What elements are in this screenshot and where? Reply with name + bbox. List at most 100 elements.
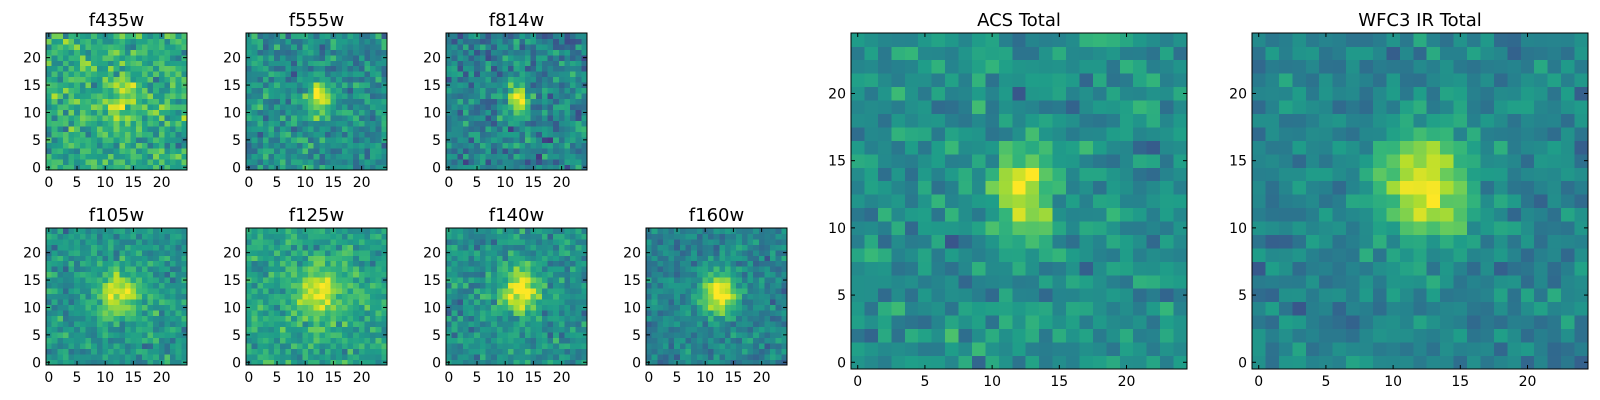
heatmap-cell [181, 104, 188, 111]
heatmap-cell [719, 271, 726, 278]
heatmap-cell [246, 115, 252, 122]
heatmap-cell [62, 148, 69, 154]
heatmap-cell [62, 109, 69, 116]
heatmap-cell [147, 244, 154, 251]
heatmap-cell [68, 260, 75, 267]
heatmap-cell [547, 244, 554, 251]
heatmap-cell [536, 315, 543, 322]
heatmap-cell [1025, 355, 1040, 370]
heatmap-cell [136, 228, 143, 234]
heatmap-cell [130, 60, 137, 67]
heatmap-cell [1092, 234, 1107, 249]
heatmap-cell [119, 98, 126, 105]
heatmap-cell [102, 233, 109, 240]
heatmap-cell [330, 337, 337, 344]
heatmap-cell [530, 126, 537, 132]
heatmap-cell [153, 104, 160, 111]
heatmap-cell [353, 266, 360, 273]
heatmap-cell [524, 321, 531, 327]
heatmap-cell [91, 126, 98, 132]
heatmap-cell [51, 321, 58, 327]
heatmap-cell [474, 38, 481, 45]
heatmap-cell [381, 321, 388, 327]
heatmap-cell [375, 65, 382, 72]
heatmap-cell [877, 221, 892, 235]
heatmap-cell [246, 120, 252, 127]
heatmap-cell [341, 148, 348, 154]
heatmap-cell [336, 244, 343, 251]
heatmap-cell [575, 282, 582, 289]
heatmap-cell [353, 76, 360, 83]
heatmap-cell [130, 38, 137, 45]
heatmap-cell [51, 310, 58, 317]
heatmap-cell [541, 343, 548, 349]
heatmap-cell [457, 43, 464, 50]
heatmap-cell [1079, 328, 1094, 343]
heatmap-cell [513, 60, 520, 67]
heatmap-cell [246, 233, 252, 240]
heatmap-cell [285, 137, 292, 143]
heatmap-cell [364, 343, 371, 349]
heatmap-cell [651, 228, 658, 234]
heatmap-cell [274, 348, 281, 355]
heatmap-cell [246, 326, 252, 333]
heatmap-cell [141, 304, 148, 311]
heatmap-cell [279, 142, 286, 149]
heatmap-cell [164, 153, 171, 160]
heatmap-cell [581, 98, 588, 105]
heatmap-cell [381, 326, 388, 333]
heatmap-cell [46, 148, 52, 154]
heatmap-cell [113, 120, 120, 127]
heatmap-cell [246, 142, 252, 149]
heatmap-cell [68, 249, 75, 256]
heatmap-cell [564, 43, 571, 50]
heatmap-cell [945, 221, 959, 235]
heatmap-cell [375, 293, 382, 300]
heatmap-cell [553, 326, 560, 333]
heatmap-cell [113, 233, 120, 240]
heatmap-cell [479, 126, 486, 132]
heatmap-cell [1092, 194, 1107, 209]
heatmap-cell [931, 274, 946, 289]
heatmap-cell [496, 82, 503, 89]
heatmap-cell [451, 288, 458, 295]
heatmap-cell [347, 332, 354, 338]
heatmap-cell [102, 131, 109, 138]
heatmap-cell [268, 255, 275, 262]
heatmap-cell [781, 343, 788, 349]
heatmap-cell [945, 153, 959, 168]
heatmap-cell [102, 126, 109, 132]
heatmap-cell [524, 76, 531, 83]
heatmap-cell [330, 233, 337, 240]
heatmap-cell [119, 288, 126, 295]
heatmap-cell [451, 98, 458, 105]
heatmap-cell [575, 310, 582, 317]
heatmap-cell [364, 126, 371, 132]
heatmap-cell [558, 293, 565, 300]
heatmap-cell [124, 87, 131, 94]
heatmap-cell [775, 249, 782, 256]
heatmap-cell [575, 249, 582, 256]
heatmap-cell [462, 159, 469, 165]
x-tick-label: 20 [353, 370, 371, 386]
heatmap-cell [246, 343, 252, 349]
heatmap-cell [141, 293, 148, 300]
heatmap-cell [581, 310, 588, 317]
heatmap-cell [124, 126, 131, 132]
heatmap-cell [931, 355, 946, 370]
heatmap-cell [296, 104, 303, 111]
heatmap-cell [147, 93, 154, 100]
heatmap-cell [370, 233, 377, 240]
heatmap-cell [257, 49, 264, 56]
heatmap-cell [336, 299, 343, 306]
heatmap-cell [564, 87, 571, 94]
heatmap-cell [291, 33, 298, 39]
heatmap-cell [246, 60, 252, 67]
heatmap-cell [330, 93, 337, 100]
heatmap-cell [147, 282, 154, 289]
heatmap-cell [502, 43, 509, 50]
heatmap-cell [764, 315, 771, 322]
heatmap-cell [274, 38, 281, 45]
heatmap-cell [147, 126, 154, 132]
heatmap-cell [491, 49, 498, 56]
